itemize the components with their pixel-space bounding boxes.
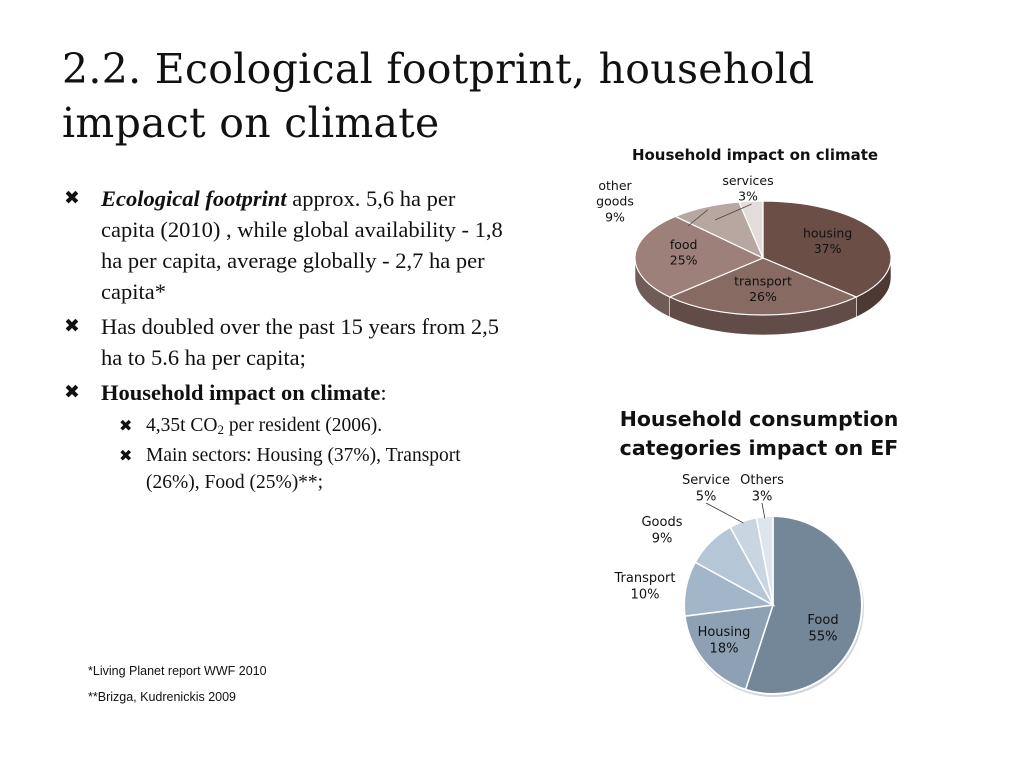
bullet-lead: Ecological footprint: [101, 186, 287, 211]
leader-line-services: [714, 203, 752, 221]
pie-rim: [683, 515, 863, 695]
bullet-item-household-impact: ✖ Household impact on climate: ✖ 4,35t C…: [64, 377, 504, 496]
bullet-lead: Household impact on climate: [101, 380, 381, 405]
chart-1-title: Household impact on climate: [631, 146, 879, 164]
bullet-list: ✖ Ecological footprint approx. 5,6 ha pe…: [64, 183, 504, 500]
pie-slice-food: [634, 215, 765, 298]
pie-3d-top: [634, 200, 892, 316]
pie-slice-transport: [668, 257, 858, 316]
chart-consumption-categories-ef: Food 55% Housing 18% Transport 10% Goods 9%Serv…: [613, 473, 864, 697]
sub-bullet-text-post: per resident (2006).: [224, 415, 383, 436]
slide-title: 2.2. Ecological footprint, household imp…: [62, 42, 962, 150]
pie-3d-sides: [634, 257, 892, 336]
pie-label-food: Food 55%: [807, 613, 838, 644]
cross-bullet-icon: ✖: [119, 446, 133, 465]
sub-bullet-sectors: ✖ Main sectors: Housing (37%), Transport…: [109, 442, 504, 496]
bullet-item-footprint: ✖ Ecological footprint approx. 5,6 ha pe…: [64, 183, 504, 307]
leader-line-others: [761, 502, 766, 519]
footnote-wwf: *Living Planet report WWF 2010: [88, 664, 267, 678]
bullet-text: Has doubled over the past 15 years from …: [101, 314, 500, 370]
leader-line-other-goods: [687, 209, 709, 227]
leader-line-service: [705, 502, 744, 524]
pie-label-service: Service 5%: [682, 473, 730, 504]
bullet-item-doubled: ✖ Has doubled over the past 15 years fro…: [64, 311, 504, 373]
pie-label-services: services 3%: [722, 173, 773, 204]
subscript-2: 2: [217, 422, 225, 437]
pie-label-housing: Housing 18%: [698, 625, 751, 656]
pie-slice-services: [738, 200, 764, 259]
cross-bullet-icon: ✖: [64, 187, 80, 209]
pie-slice-housing: [762, 200, 892, 298]
pie-label-others: Others 3%: [740, 473, 784, 504]
bullet-text: :: [380, 380, 387, 405]
chart-household-impact-climate: housing 37% transport 26% food 25% other goods 9…: [596, 173, 892, 336]
pie-label-other-goods: other goods 9%: [596, 178, 634, 224]
sub-bullet-text: Main sectors: Housing (37%), Transport (…: [146, 445, 461, 493]
slide-title-line-1: 2.2. Ecological footprint, household: [62, 45, 815, 93]
pie-label-transport: transport 26%: [734, 273, 792, 304]
sub-bullet-text: 4,35t CO: [146, 415, 218, 436]
pie-label-transport: Transport 10%: [613, 571, 675, 602]
cross-bullet-icon: ✖: [64, 381, 80, 403]
pie-label-food: food 25%: [670, 237, 698, 268]
pie-label-goods: Goods 9%: [641, 515, 682, 546]
pie-label-housing: housing 37%: [803, 226, 852, 257]
bullet-text: approx. 5,6 ha per capita (2010) , while…: [101, 186, 503, 304]
footnote-brizga: **Brizga, Kudrenickis 2009: [88, 690, 236, 704]
chart-2-title: Household consumption categories impact …: [619, 407, 899, 460]
sub-bullet-co2: ✖ 4,35t CO2 per resident (2006).: [109, 412, 504, 439]
sub-bullet-list: ✖ 4,35t CO2 per resident (2006). ✖ Main …: [109, 412, 504, 496]
cross-bullet-icon: ✖: [64, 315, 80, 337]
cross-bullet-icon: ✖: [119, 416, 133, 435]
pie-slices: [683, 515, 863, 695]
slide-title-line-2: impact on climate: [62, 99, 440, 147]
